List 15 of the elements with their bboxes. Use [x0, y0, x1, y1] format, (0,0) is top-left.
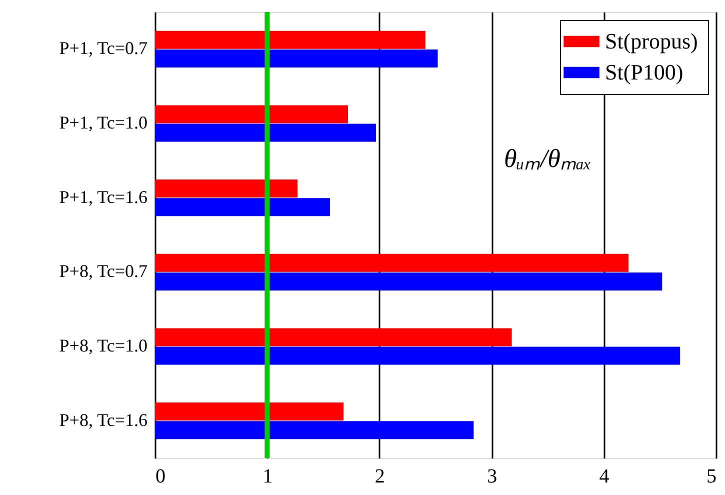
legend-label: St(P100): [605, 60, 684, 84]
x-tick-label: 5: [706, 466, 716, 488]
y-tick-label: P+1, Tc=1.6: [59, 186, 148, 207]
y-tick-label: P+8, Tc=1.6: [59, 410, 148, 430]
x-tick-label: 1: [262, 466, 273, 488]
y-tick-label: P+1, Tc=0.7: [59, 38, 148, 58]
x-tick-label: 2: [374, 466, 385, 488]
x-tick-label: 4: [599, 466, 610, 488]
legend-label: St(propus): [605, 28, 698, 54]
x-tick-label: 0: [156, 466, 166, 488]
y-tick-label: P+1, Tc=1.0: [59, 112, 148, 132]
annotation: θᵤₘ/θₘₐₓ: [504, 144, 592, 174]
x-tick-label: 3: [487, 466, 498, 488]
y-tick-label: P+8, Tc=1.0: [59, 336, 148, 356]
y-tick-label: P+8, Tc=0.7: [59, 261, 148, 282]
